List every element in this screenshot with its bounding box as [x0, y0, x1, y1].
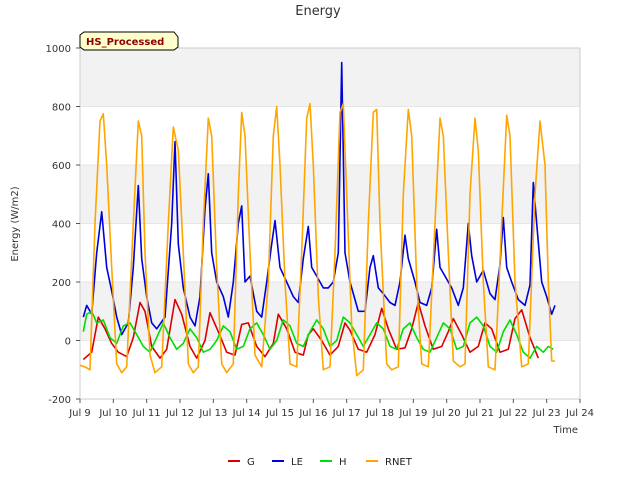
x-tick-label: Jul 16 [298, 408, 327, 419]
shaded-bands [80, 48, 580, 341]
shaded-band-2 [80, 48, 580, 107]
x-tick-label: Jul 19 [398, 408, 427, 419]
x-tick-label: Jul 24 [565, 408, 594, 419]
x-tick-label: Jul 13 [198, 408, 227, 419]
legend: G LE H RNET [228, 457, 413, 468]
x-tick-label: Jul 9 [68, 408, 91, 419]
y-tick-label: 1000 [46, 44, 71, 55]
y-tick-label: -200 [48, 395, 71, 406]
x-tick-label: Jul 12 [165, 408, 194, 419]
badge-label: HS_Processed [86, 37, 164, 48]
series-line-h [82, 310, 554, 359]
processed-badge: HS_Processed [79, 31, 179, 51]
series-line-le [82, 61, 556, 336]
x-tick-label: Jul 20 [432, 408, 461, 419]
x-tick-label: Jul 11 [132, 408, 161, 419]
y-tick-label: 400 [52, 220, 71, 231]
legend-label-rnet: RNET [385, 457, 413, 468]
x-tick-label: Jul 17 [332, 408, 361, 419]
y-tick-label: 600 [52, 161, 71, 172]
y-axis-ticks: -200 0 200 400 600 800 1000 [46, 44, 80, 406]
x-tick-label: Jul 15 [265, 408, 294, 419]
y-axis-label: Energy (W/m2) [10, 186, 21, 261]
chart-title: Energy [295, 4, 341, 19]
x-axis-ticks: Jul 9 Jul 10 Jul 11 Jul 12 Jul 13 Jul 14 Jul 1… [68, 399, 594, 419]
y-tick-label: 200 [52, 278, 71, 289]
x-tick-label: Jul 10 [98, 408, 127, 419]
legend-label-g: G [247, 457, 255, 468]
x-tick-label: Jul 14 [232, 408, 261, 419]
x-tick-label: Jul 18 [365, 408, 394, 419]
legend-label-h: H [339, 457, 347, 468]
series-line-rnet [79, 102, 555, 377]
x-tick-label: Jul 23 [532, 408, 561, 419]
y-tick-label: 0 [65, 337, 71, 348]
shaded-band-1 [80, 165, 580, 224]
y-tick-label: 800 [52, 103, 71, 114]
shaded-band-0 [80, 282, 580, 341]
x-tick-label: Jul 21 [465, 408, 494, 419]
x-axis-label: Time [553, 425, 578, 436]
x-tick-label: Jul 22 [498, 408, 527, 419]
legend-label-le: LE [291, 457, 303, 468]
series-layer [79, 61, 556, 377]
